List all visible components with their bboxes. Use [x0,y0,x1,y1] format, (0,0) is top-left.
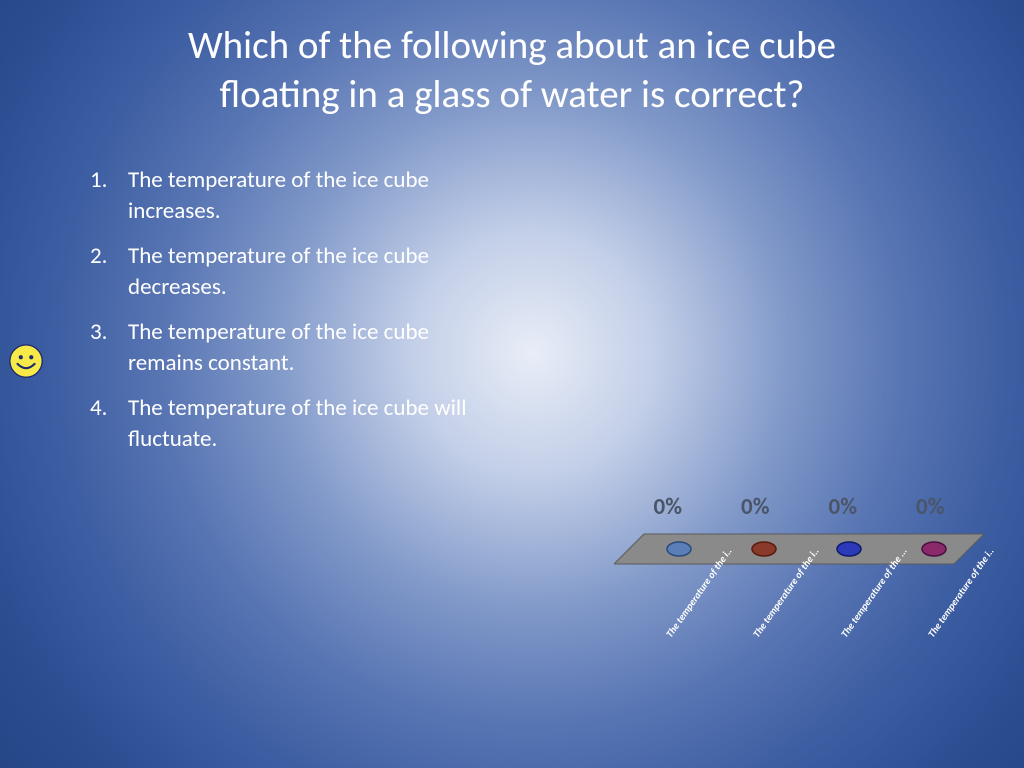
poll-chart: 0% 0% 0% 0% [614,493,984,569]
answer-option-3[interactable]: The temperature of the ice cube remains … [90,317,470,379]
poll-label-4: The temperature of the i.. [925,575,976,640]
poll-label-2: The temperature of the i.. [750,575,801,640]
question-title: Which of the following about an ice cube… [0,22,1024,120]
poll-plate: The temperature of the i.. The temperatu… [614,529,984,569]
poll-pct-1: 0% [633,493,703,521]
answer-option-3-text: The temperature of the ice cube remains … [128,318,429,377]
poll-dot-3 [837,542,861,556]
answer-options-list: The temperature of the ice cube increase… [90,165,470,469]
answer-option-4[interactable]: The temperature of the ice cube will flu… [90,393,470,455]
smiley-icon [8,343,46,381]
title-line-2: floating in a glass of water is correct? [220,71,805,118]
poll-dot-2 [752,542,776,556]
poll-pct-4: 0% [895,493,965,521]
poll-pct-3: 0% [808,493,878,521]
poll-dot-4 [922,542,946,556]
answer-option-4-text: The temperature of the ice cube will flu… [128,394,466,453]
poll-pct-2: 0% [720,493,790,521]
answer-option-1-text: The temperature of the ice cube increase… [128,166,429,225]
poll-labels: The temperature of the i.. The temperatu… [614,569,984,582]
answer-option-2[interactable]: The temperature of the ice cube decrease… [90,241,470,303]
answer-option-2-text: The temperature of the ice cube decrease… [128,242,429,301]
poll-percentages: 0% 0% 0% 0% [614,493,984,521]
poll-label-3: The temperature of the ... [838,575,889,640]
poll-label-1: The temperature of the i.. [663,575,714,640]
poll-dot-1 [667,542,691,556]
answer-option-1[interactable]: The temperature of the ice cube increase… [90,165,470,227]
title-line-1: Which of the following about an ice cube [188,22,836,69]
